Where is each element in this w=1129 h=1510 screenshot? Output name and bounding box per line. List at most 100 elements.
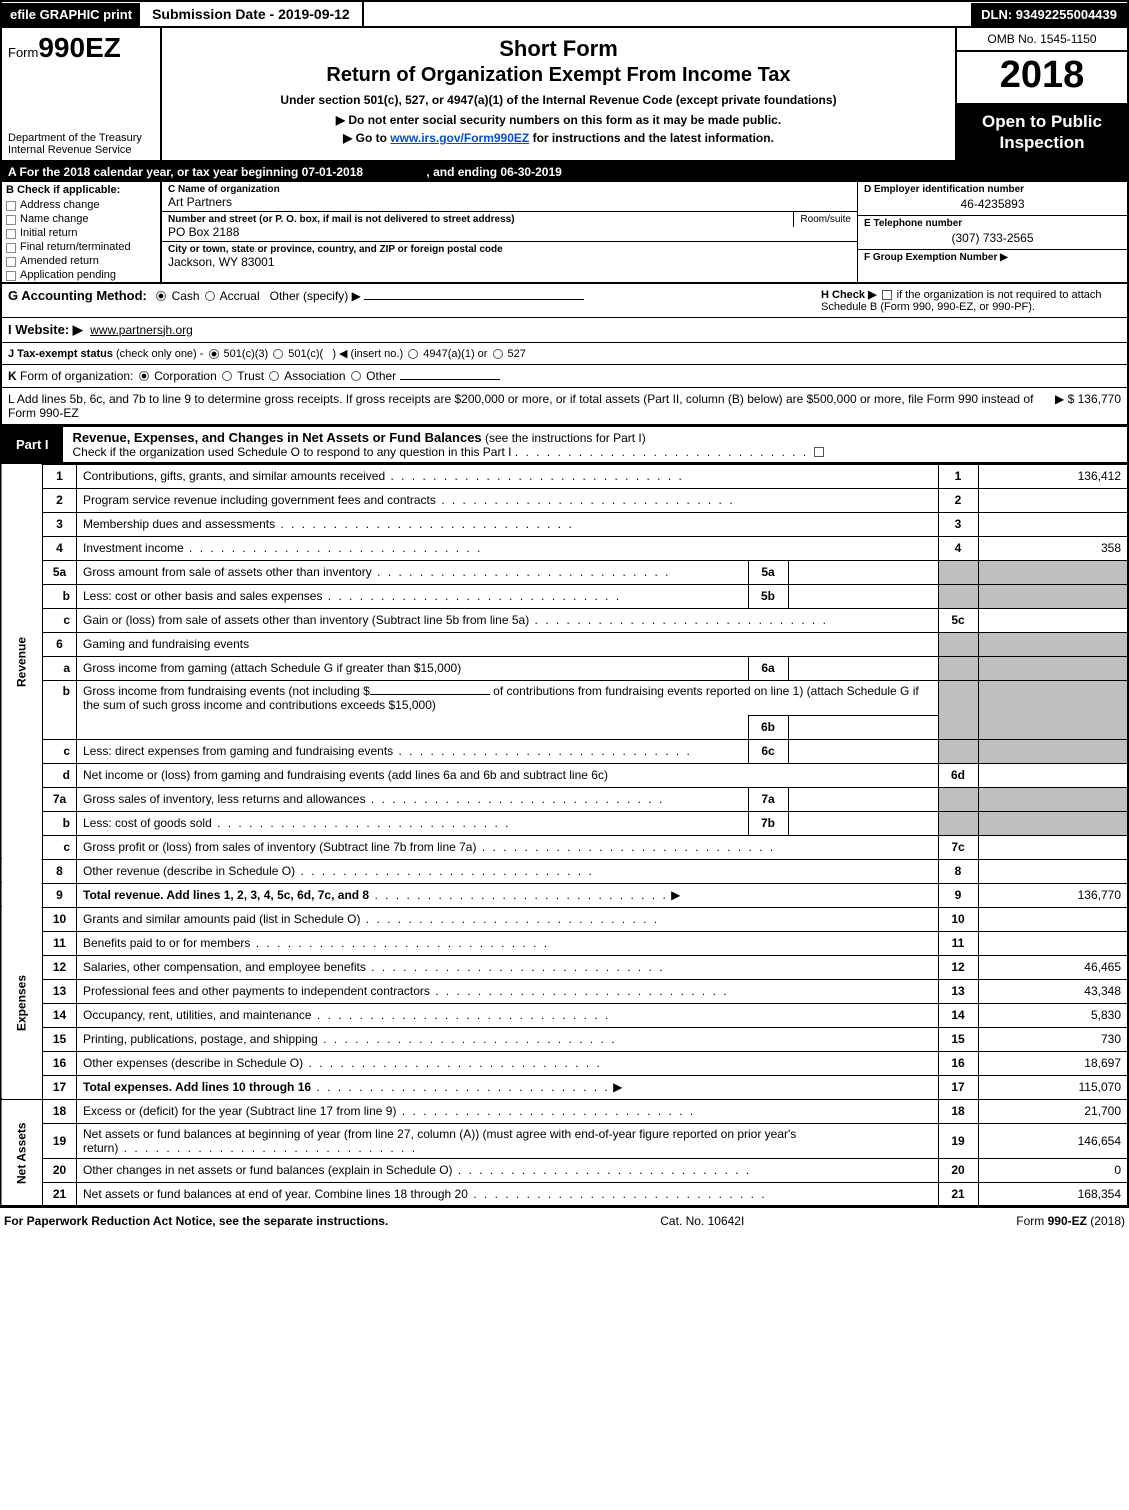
- line-no: 6: [43, 632, 77, 656]
- tax-year: 2018: [957, 52, 1127, 105]
- num-col: 14: [938, 1003, 978, 1027]
- goto-link-line: ▶ Go to www.irs.gov/Form990EZ for instru…: [172, 131, 945, 145]
- num-col: 3: [938, 512, 978, 536]
- table-row: 21 Net assets or fund balances at end of…: [1, 1182, 1128, 1206]
- line-desc: Excess or (deficit) for the year (Subtra…: [77, 1099, 939, 1123]
- chk-name-change[interactable]: Name change: [2, 212, 160, 226]
- contrib-amount-input[interactable]: [370, 694, 490, 695]
- irs-link[interactable]: www.irs.gov/Form990EZ: [390, 131, 529, 145]
- line-desc-cont: [77, 715, 749, 739]
- short-form-title: Short Form: [172, 36, 945, 62]
- table-row: b Less: cost or other basis and sales ex…: [1, 584, 1128, 608]
- chk-amended-return[interactable]: Amended return: [2, 254, 160, 268]
- num-col: 16: [938, 1051, 978, 1075]
- table-row: 9 Total revenue. Add lines 1, 2, 3, 4, 5…: [1, 883, 1128, 907]
- line-desc: Gross amount from sale of assets other t…: [77, 560, 749, 584]
- line-no: b: [43, 680, 77, 739]
- line-no: 3: [43, 512, 77, 536]
- revenue-side-label-end: [1, 883, 43, 907]
- table-row: Revenue 1 Contributions, gifts, grants, …: [1, 464, 1128, 488]
- line-no: c: [43, 835, 77, 859]
- table-row: 13 Professional fees and other payments …: [1, 979, 1128, 1003]
- line-k: K Form of organization: Corporation Trus…: [0, 365, 1129, 388]
- val-col: [978, 608, 1128, 632]
- line-desc: Total expenses. Add lines 10 through 16 …: [77, 1075, 939, 1099]
- val-col: 358: [978, 536, 1128, 560]
- table-row: 17 Total expenses. Add lines 10 through …: [1, 1075, 1128, 1099]
- page-footer: For Paperwork Reduction Act Notice, see …: [0, 1207, 1129, 1230]
- box-e: E Telephone number (307) 733-2565: [858, 216, 1127, 250]
- ein-value: 46-4235893: [864, 195, 1121, 213]
- line-j: J Tax-exempt status (check only one) - 5…: [0, 343, 1129, 365]
- radio-cash[interactable]: [156, 291, 166, 301]
- chk-part1-schedule-o[interactable]: [814, 447, 824, 457]
- line-no: 15: [43, 1027, 77, 1051]
- table-row: Net Assets 18 Excess or (deficit) for th…: [1, 1099, 1128, 1123]
- line-no: 20: [43, 1158, 77, 1182]
- mini-no: 6b: [748, 715, 788, 739]
- radio-corporation[interactable]: [139, 371, 149, 381]
- line-desc: Professional fees and other payments to …: [77, 979, 939, 1003]
- line-desc: Occupancy, rent, utilities, and maintena…: [77, 1003, 939, 1027]
- num-col: 1: [938, 464, 978, 488]
- open-public-badge: Open to Public Inspection: [957, 105, 1127, 160]
- org-other-input[interactable]: [400, 379, 500, 380]
- radio-501c3[interactable]: [209, 349, 219, 359]
- val-col: 43,348: [978, 979, 1128, 1003]
- chk-schedule-b[interactable]: [882, 290, 892, 300]
- radio-4947[interactable]: [408, 349, 418, 359]
- val-col-shaded: [978, 656, 1128, 680]
- line-no: 16: [43, 1051, 77, 1075]
- line-l: L Add lines 5b, 6c, and 7b to line 9 to …: [0, 388, 1129, 426]
- line-desc: Grants and similar amounts paid (list in…: [77, 907, 939, 931]
- val-col-shaded: [978, 632, 1128, 656]
- radio-501c[interactable]: [273, 349, 283, 359]
- line-desc: Gross profit or (loss) from sales of inv…: [77, 835, 939, 859]
- chk-address-change[interactable]: Address change: [2, 198, 160, 212]
- num-col-shaded: [938, 584, 978, 608]
- line-no: 11: [43, 931, 77, 955]
- line-desc: Gross income from gaming (attach Schedul…: [77, 656, 749, 680]
- chk-application-pending[interactable]: Application pending: [2, 268, 160, 282]
- org-city-cell: City or town, state or province, country…: [162, 242, 857, 271]
- line-desc: Other changes in net assets or fund bala…: [77, 1158, 939, 1182]
- box-d: D Employer identification number 46-4235…: [858, 182, 1127, 216]
- radio-trust[interactable]: [222, 371, 232, 381]
- table-row: 3 Membership dues and assessments 3: [1, 512, 1128, 536]
- val-col: 46,465: [978, 955, 1128, 979]
- subtitle: Under section 501(c), 527, or 4947(a)(1)…: [172, 93, 945, 107]
- val-col: [978, 835, 1128, 859]
- line-no: 10: [43, 907, 77, 931]
- line-desc: Less: cost or other basis and sales expe…: [77, 584, 749, 608]
- radio-other-org[interactable]: [351, 371, 361, 381]
- num-col-shaded: [938, 560, 978, 584]
- table-row: 16 Other expenses (describe in Schedule …: [1, 1051, 1128, 1075]
- num-col-shaded: [938, 656, 978, 680]
- mini-val: [788, 584, 938, 608]
- chk-final-return[interactable]: Final return/terminated: [2, 240, 160, 254]
- line-desc: Less: cost of goods sold: [77, 811, 749, 835]
- line-desc: Less: direct expenses from gaming and fu…: [77, 739, 749, 763]
- line-i: I Website: ▶ www.partnersjh.org: [0, 318, 1129, 343]
- chk-initial-return[interactable]: Initial return: [2, 226, 160, 240]
- submission-date-label: Submission Date - 2019-09-12: [140, 2, 364, 26]
- line-l-text: L Add lines 5b, 6c, and 7b to line 9 to …: [8, 392, 1055, 420]
- mini-val: [788, 739, 938, 763]
- radio-527[interactable]: [493, 349, 503, 359]
- radio-accrual[interactable]: [205, 291, 215, 301]
- line-no: 14: [43, 1003, 77, 1027]
- line-no: a: [43, 656, 77, 680]
- radio-association[interactable]: [269, 371, 279, 381]
- val-col: 21,700: [978, 1099, 1128, 1123]
- line-no: 17: [43, 1075, 77, 1099]
- line-h-label: H Check ▶: [821, 289, 877, 301]
- num-col: 15: [938, 1027, 978, 1051]
- group-exemption-label: F Group Exemption Number ▶: [864, 252, 1121, 263]
- accounting-other-input[interactable]: [364, 299, 584, 300]
- table-row: 4 Investment income 4 358: [1, 536, 1128, 560]
- netassets-side-label: Net Assets: [1, 1099, 43, 1206]
- val-col: 168,354: [978, 1182, 1128, 1206]
- mini-val: [788, 560, 938, 584]
- num-col-shaded: [938, 680, 978, 739]
- line-no: c: [43, 608, 77, 632]
